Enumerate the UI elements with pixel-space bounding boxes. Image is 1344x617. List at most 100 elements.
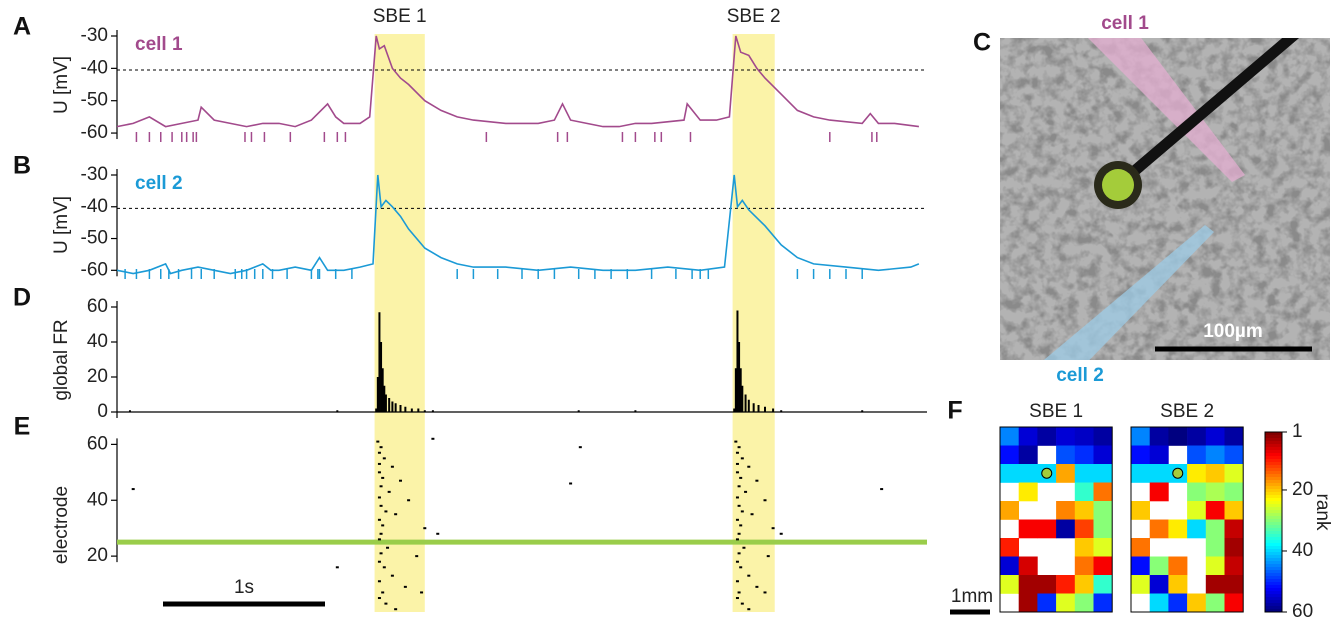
map-title: SBE 2 [1160,401,1214,422]
raster-point [436,532,440,535]
raster-point [399,479,402,482]
heat-cell [1093,538,1113,557]
raster-point [737,532,741,535]
heat-cell [1056,501,1076,520]
raster-point [771,527,775,530]
heat-cell [1093,593,1113,613]
colorbar-step [1265,540,1282,544]
heat-cell [1074,427,1094,446]
bar [336,410,339,412]
bar [634,410,637,412]
heat-cell [1168,593,1188,613]
raster-point [779,532,783,535]
heat-cell [1093,556,1113,576]
colorbar-step [1265,585,1282,589]
heat-cell [1093,519,1113,539]
event-label: SBE 2 [727,6,781,27]
cell-label: cell 1 [1101,13,1149,34]
colorbar-step [1265,441,1282,445]
heat-cell [1205,538,1225,557]
cell-marker [1041,467,1053,479]
legend-entry: cell 2 [135,173,183,194]
heat-cell [1187,464,1207,483]
colorbar-step [1265,477,1282,481]
bar [736,310,739,412]
raster-point [377,462,381,465]
colorbar-step [1265,525,1282,529]
heat-cell [1037,519,1057,539]
colorbar-step [1265,528,1282,532]
raster-point [376,440,380,443]
raster-point [766,555,770,558]
raster-point [735,451,739,454]
bar [380,342,383,412]
raster-point [377,580,381,583]
raster-point [735,560,739,563]
colorbar-step [1265,555,1282,559]
heat-cell [1149,464,1169,483]
colorbar-step [1265,447,1282,451]
raster-point [382,457,386,460]
raster-point [377,538,381,541]
y-tick-label: -40 [81,57,108,78]
colorbar-step [1265,513,1282,517]
raster-point [569,482,573,485]
heat-cell [1000,501,1019,520]
heat-cell [1149,445,1169,465]
heat-cell [1018,482,1038,502]
panel-label: C [973,29,991,57]
colorbar-step [1265,537,1282,541]
raster-point [744,490,748,493]
heat-cell [1074,593,1094,613]
bar [375,408,378,412]
colorbar-frame [1264,431,1283,613]
bar [861,410,864,412]
legend-entry: cell 1 [135,34,183,55]
colorbar-step [1265,588,1282,592]
bar [733,408,736,412]
colorbar-step [1265,564,1282,568]
heat-cell [1018,519,1038,539]
y-axis-label: U [mV] [51,196,72,254]
colorbar-step [1265,522,1282,526]
raster-point [379,532,383,535]
bar [577,410,580,412]
heat-cell [1224,482,1244,502]
raster-point [379,552,383,555]
heat-cell [1224,445,1244,465]
raster-point [394,608,398,611]
heat-cell [1018,445,1038,465]
colorbar-step [1265,606,1282,610]
raster-point [735,518,739,521]
raster-point [377,518,381,521]
colorbar-step [1265,576,1282,580]
heat-cell [1000,538,1019,557]
heat-cell [1131,501,1150,520]
heat-cell [1205,575,1225,594]
cell-marker [1172,467,1184,479]
map-frame [999,426,1113,613]
raster-point [377,560,381,563]
raster-point [379,485,383,488]
heat-cell [1205,519,1225,539]
colorbar-step [1265,609,1282,613]
raster-point [415,555,419,558]
heat-cell [1168,427,1188,446]
heat-cell [1000,556,1019,576]
bar [738,342,741,412]
heat-cell [1018,556,1038,576]
y-tick-label: 60 [87,433,108,454]
colorbar-step [1265,492,1282,496]
heat-cell [1205,556,1225,576]
raster-point [763,499,767,502]
colorbar-label: rank [1312,494,1333,531]
raster-point [747,465,751,468]
bar [757,405,760,412]
colorbar-step [1265,549,1282,553]
y-tick-label: -30 [81,25,108,46]
bar [383,385,386,412]
bar [764,406,766,412]
colorbar-step [1265,510,1282,514]
heat-cell [1056,519,1076,539]
